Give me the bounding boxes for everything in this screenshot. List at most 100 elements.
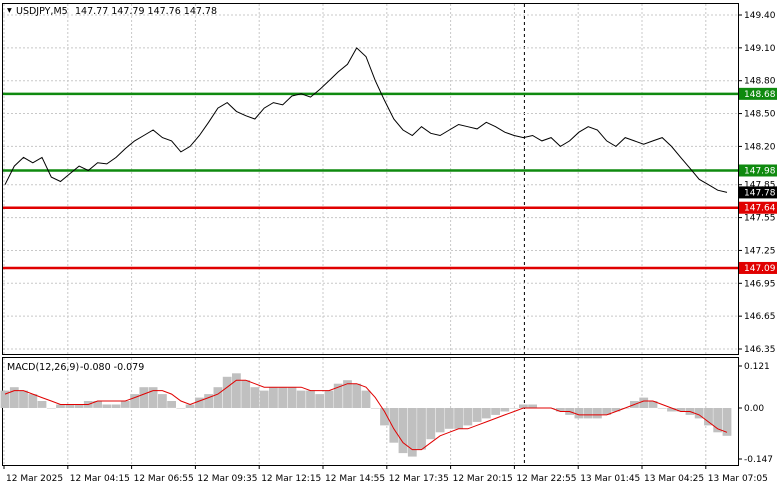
grid-lines xyxy=(3,4,738,465)
x-tick-label: 12 Mar 12:15 xyxy=(261,474,321,484)
price-tick-label: 149.10 xyxy=(744,44,776,54)
macd-histogram-bar xyxy=(713,408,723,433)
macd-histogram-bar xyxy=(556,408,565,412)
macd-histogram-bar xyxy=(296,390,306,408)
macd-histogram-bar xyxy=(56,404,65,408)
macd-histogram-bar xyxy=(324,390,334,408)
macd-histogram-bar xyxy=(676,408,686,412)
macd-histogram-bar xyxy=(694,408,704,419)
macd-histogram-bar xyxy=(93,401,102,408)
level-tag xyxy=(739,201,777,214)
macd-histogram-bar xyxy=(130,394,139,408)
macd-histogram-bar xyxy=(46,408,56,409)
price-tick-label: 146.95 xyxy=(744,279,776,289)
macd-histogram-bar xyxy=(259,390,269,408)
price-tick-label: 146.65 xyxy=(744,312,776,322)
macd-histogram-bar xyxy=(139,387,149,408)
price-tick-label: 146.35 xyxy=(744,345,776,355)
x-tick-label: 13 Mar 07:05 xyxy=(708,474,768,484)
current-price-tag xyxy=(739,186,777,199)
x-tick-label: 12 Mar 17:35 xyxy=(389,474,449,484)
macd-histogram-bar xyxy=(343,380,352,408)
header-arrow-icon[interactable]: ▾ xyxy=(7,5,12,16)
macd-histogram-bar xyxy=(120,401,130,408)
axis-labels: 12 Mar 2025 12 Mar 04:15 12 Mar 06:55 12 Ma… xyxy=(3,11,776,484)
macd-histogram-bar xyxy=(167,401,176,408)
macd-histogram-bar xyxy=(65,404,75,408)
macd-histogram-bar xyxy=(111,404,121,408)
x-tick-label: 13 Mar 01:45 xyxy=(580,474,640,484)
macd-histogram-bar xyxy=(657,408,667,409)
macd-histogram-bar xyxy=(74,404,84,408)
macd-histogram-bar xyxy=(593,408,602,419)
macd-signal-line xyxy=(4,379,728,451)
x-tick-label: 12 Mar 09:35 xyxy=(197,474,257,484)
symbol-label: USDJPY,M5 xyxy=(16,6,68,17)
level-tag xyxy=(739,164,777,177)
macd-histogram-bar xyxy=(278,387,288,408)
price-tick-label: 147.85 xyxy=(744,181,776,191)
price-tick-label: 148.80 xyxy=(744,77,776,87)
macd-histogram-bar xyxy=(269,387,278,408)
macd-histogram-bar xyxy=(102,404,112,408)
level-tag xyxy=(739,261,777,274)
level-lines: 148.68 147.98 147.64 147.09 xyxy=(3,87,777,274)
price-tick-label: 148.50 xyxy=(744,110,776,120)
macd-histogram-bar xyxy=(639,397,649,408)
macd-histogram-bar xyxy=(19,390,28,408)
price-line xyxy=(4,47,728,193)
price-tick-label: 147.55 xyxy=(744,214,776,224)
macd-histogram-bar xyxy=(250,387,260,408)
macd-series xyxy=(0,373,732,457)
x-tick-label: 12 Mar 2025 xyxy=(6,474,63,484)
macd-histogram-bar xyxy=(398,408,408,454)
macd-histogram-bar xyxy=(213,387,223,408)
price-tick-label: 148.20 xyxy=(744,142,776,152)
macd-histogram-bar xyxy=(28,394,38,408)
macd-histogram-bar xyxy=(389,408,399,443)
macd-histogram-bar xyxy=(37,401,47,408)
macd-histogram-bar xyxy=(0,390,10,408)
macd-histogram-bar xyxy=(352,383,362,408)
macd-histogram-bar xyxy=(583,408,593,419)
level-tag-label: 147.64 xyxy=(744,204,776,214)
macd-histogram-bar xyxy=(185,404,195,408)
macd-values: -0.080 -0.079 xyxy=(80,362,144,373)
macd-histogram-bar xyxy=(574,408,584,419)
macd-histogram-bar xyxy=(370,408,380,409)
macd-histogram-bar xyxy=(519,404,528,408)
macd-histogram-bar xyxy=(602,408,612,415)
macd-histogram-bar xyxy=(158,394,167,408)
macd-histogram-bar xyxy=(491,408,500,415)
macd-histogram-bar xyxy=(509,408,519,409)
macd-histogram-bar xyxy=(195,397,204,408)
macd-histogram-bar xyxy=(9,387,19,408)
level-tag-label: 147.09 xyxy=(744,264,776,274)
ohlc-values: 147.77 147.79 147.76 147.78 xyxy=(75,6,217,17)
x-tick-label: 12 Mar 06:55 xyxy=(134,474,194,484)
macd-histogram-bar xyxy=(463,408,473,426)
price-tick-label: 149.40 xyxy=(744,11,776,21)
macd-histogram-bar xyxy=(648,401,658,408)
x-tick-label: 12 Mar 14:55 xyxy=(325,474,385,484)
x-tick-label: 12 Mar 22:55 xyxy=(516,474,576,484)
macd-label: MACD(12,26,9) xyxy=(7,362,79,373)
current-price-label: 147.78 xyxy=(744,188,776,198)
x-tick-label: 13 Mar 04:25 xyxy=(644,474,704,484)
macd-histogram-bar xyxy=(454,408,463,429)
price-tick-label: 147.25 xyxy=(744,246,776,256)
macd-histogram-bar xyxy=(315,394,325,408)
macd-histogram-bar xyxy=(444,408,454,429)
macd-histogram-bar xyxy=(528,404,537,408)
macd-histogram-bar xyxy=(722,408,732,436)
macd-tick-label: 0.00 xyxy=(744,404,764,414)
x-tick-label: 12 Mar 04:15 xyxy=(70,474,130,484)
price-series: 147.78 xyxy=(4,47,777,199)
macd-panel-frame xyxy=(2,357,739,466)
macd-tick-label: 0.121 xyxy=(744,362,770,372)
macd-histogram-bar xyxy=(148,387,158,408)
level-tag-label: 147.98 xyxy=(744,167,776,177)
macd-histogram-bar xyxy=(306,390,315,408)
macd-histogram-bar xyxy=(176,408,186,409)
